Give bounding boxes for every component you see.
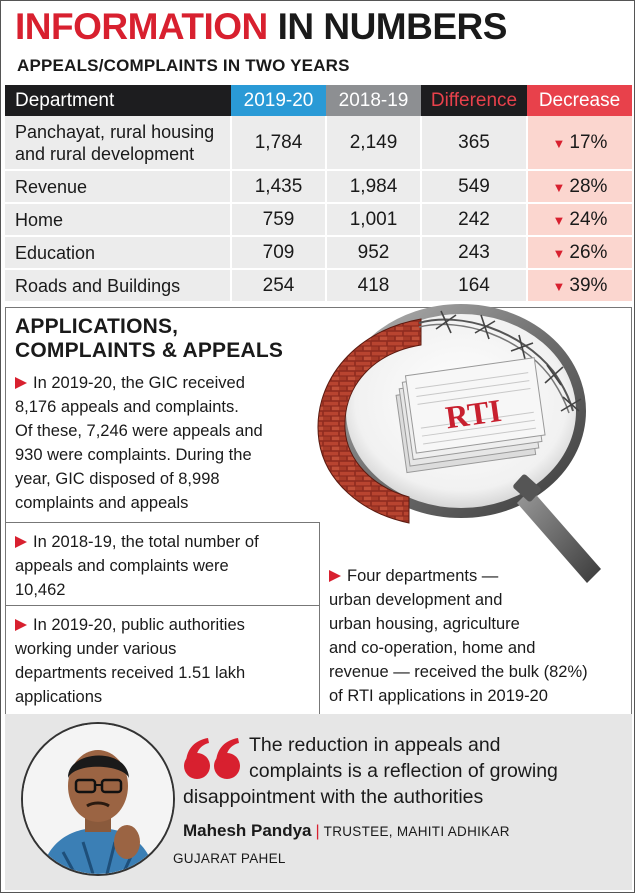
table-row: Revenue 1,435 1,984 549 ▼ 28% bbox=[5, 170, 632, 204]
quote-line1: The reduction in appeals and bbox=[249, 734, 501, 756]
avatar bbox=[21, 722, 175, 876]
table-header-row: Department 2019-20 2018-19 Difference De… bbox=[5, 85, 632, 116]
page-title: INFORMATION IN NUMBERS bbox=[15, 5, 507, 49]
value-decrease: 28% bbox=[569, 175, 608, 197]
section-title-line2: COMPLAINTS & APPEALS bbox=[15, 339, 284, 362]
magnifier-handle bbox=[517, 489, 601, 583]
value-decrease: 24% bbox=[569, 208, 608, 230]
department-name-line1: Panchayat, rural housing bbox=[15, 121, 215, 142]
arrow-marker-icon bbox=[15, 377, 27, 389]
table-row: Roads and Buildings 254 418 164 ▼ 39% bbox=[5, 269, 632, 303]
rti-label: RTI bbox=[443, 392, 503, 435]
down-arrow-icon: ▼ bbox=[552, 135, 566, 151]
quote-attribution: Mahesh Pandya | TRUSTEE, MAHITI ADHIKAR bbox=[183, 821, 510, 841]
value-2018-19: 952 bbox=[326, 236, 422, 270]
department-cell: Panchayat, rural housing and rural develo… bbox=[5, 116, 232, 171]
person-portrait-icon bbox=[23, 724, 173, 874]
value-2018-19: 2,149 bbox=[326, 116, 422, 171]
decrease-cell: ▼ 28% bbox=[527, 170, 632, 204]
quote-text: The reduction in appeals and complaints … bbox=[183, 732, 623, 810]
barbed-wire bbox=[418, 318, 574, 412]
arrow-marker-icon bbox=[15, 536, 27, 548]
barbed-wire-spikes bbox=[435, 310, 582, 412]
value-decrease: 17% bbox=[569, 131, 608, 153]
rti-illustration: RTI bbox=[317, 304, 601, 583]
down-arrow-icon: ▼ bbox=[552, 212, 566, 228]
department-name: Revenue bbox=[5, 170, 232, 204]
value-difference: 365 bbox=[421, 116, 528, 171]
table-row: Education 709 952 243 ▼ 26% bbox=[5, 236, 632, 270]
speaker-name: Mahesh Pandya bbox=[183, 821, 312, 840]
value-2018-19: 418 bbox=[326, 269, 422, 303]
table-row: Home 759 1,001 242 ▼ 24% bbox=[5, 203, 632, 237]
section-title: APPLICATIONS, COMPLAINTS & APPEALS bbox=[15, 315, 283, 363]
speaker-role: TRUSTEE, MAHITI ADHIKAR bbox=[323, 824, 510, 839]
section-title-line1: APPLICATIONS, bbox=[15, 315, 179, 338]
bullet-item: In 2019-20, the GIC received 8,176 appea… bbox=[15, 374, 263, 512]
decrease-cell: ▼ 24% bbox=[527, 203, 632, 237]
column-header-decrease: Decrease bbox=[527, 85, 632, 116]
down-arrow-icon: ▼ bbox=[552, 245, 566, 261]
attribution-separator: | bbox=[315, 823, 320, 840]
rti-documents bbox=[395, 357, 546, 474]
magnifier-collar bbox=[513, 474, 541, 502]
value-2019-20: 1,784 bbox=[231, 116, 327, 171]
value-difference: 164 bbox=[421, 269, 528, 303]
department-name: Home bbox=[5, 203, 232, 237]
department-name-line2: and rural development bbox=[15, 143, 195, 164]
decrease-cell: ▼ 17% bbox=[527, 116, 632, 171]
value-2019-20: 254 bbox=[231, 269, 327, 303]
column-header-department: Department bbox=[5, 85, 231, 116]
divider bbox=[5, 522, 319, 523]
column-header-difference: Difference bbox=[421, 85, 527, 116]
divider bbox=[319, 522, 320, 714]
title-black: IN NUMBERS bbox=[277, 6, 508, 47]
bullet-item: In 2019-20, public authorities working u… bbox=[15, 616, 246, 706]
divider bbox=[5, 307, 6, 714]
arrow-marker-icon bbox=[15, 619, 27, 631]
quote-line2: complaints is a reflection of growing bbox=[249, 760, 558, 782]
value-2019-20: 1,435 bbox=[231, 170, 327, 204]
value-2019-20: 709 bbox=[231, 236, 327, 270]
bullet-item: Four departments — urban development and… bbox=[329, 567, 588, 705]
value-decrease: 39% bbox=[569, 274, 608, 296]
brick-wall bbox=[317, 318, 422, 524]
decrease-cell: ▼ 26% bbox=[527, 236, 632, 270]
column-header-2018-19: 2018-19 bbox=[326, 85, 421, 116]
department-name: Education bbox=[5, 236, 232, 270]
table-row: Panchayat, rural housing and rural develo… bbox=[5, 116, 632, 171]
department-name: Roads and Buildings bbox=[5, 269, 232, 303]
title-red: INFORMATION bbox=[15, 6, 268, 47]
value-2018-19: 1,001 bbox=[326, 203, 422, 237]
down-arrow-icon: ▼ bbox=[552, 179, 566, 195]
quote-mark-icon bbox=[184, 738, 240, 779]
divider bbox=[631, 307, 632, 714]
value-2019-20: 759 bbox=[231, 203, 327, 237]
bullet-item: In 2018-19, the total number of appeals … bbox=[15, 533, 259, 599]
value-2018-19: 1,984 bbox=[326, 170, 422, 204]
value-decrease: 26% bbox=[569, 241, 608, 263]
value-difference: 549 bbox=[421, 170, 528, 204]
column-header-2019-20: 2019-20 bbox=[231, 85, 326, 116]
arrow-marker-icon bbox=[329, 570, 341, 582]
decrease-cell: ▼ 39% bbox=[527, 269, 632, 303]
speaker-organization: GUJARAT PAHEL bbox=[173, 851, 286, 866]
divider bbox=[5, 605, 319, 606]
divider bbox=[5, 307, 632, 308]
down-arrow-icon: ▼ bbox=[552, 278, 566, 294]
value-difference: 242 bbox=[421, 203, 528, 237]
value-difference: 243 bbox=[421, 236, 528, 270]
quote-line3: disappointment with the authorities bbox=[183, 786, 484, 808]
department-table: Department 2019-20 2018-19 Difference De… bbox=[5, 85, 632, 303]
subtitle: APPEALS/COMPLAINTS IN TWO YEARS bbox=[17, 56, 350, 75]
